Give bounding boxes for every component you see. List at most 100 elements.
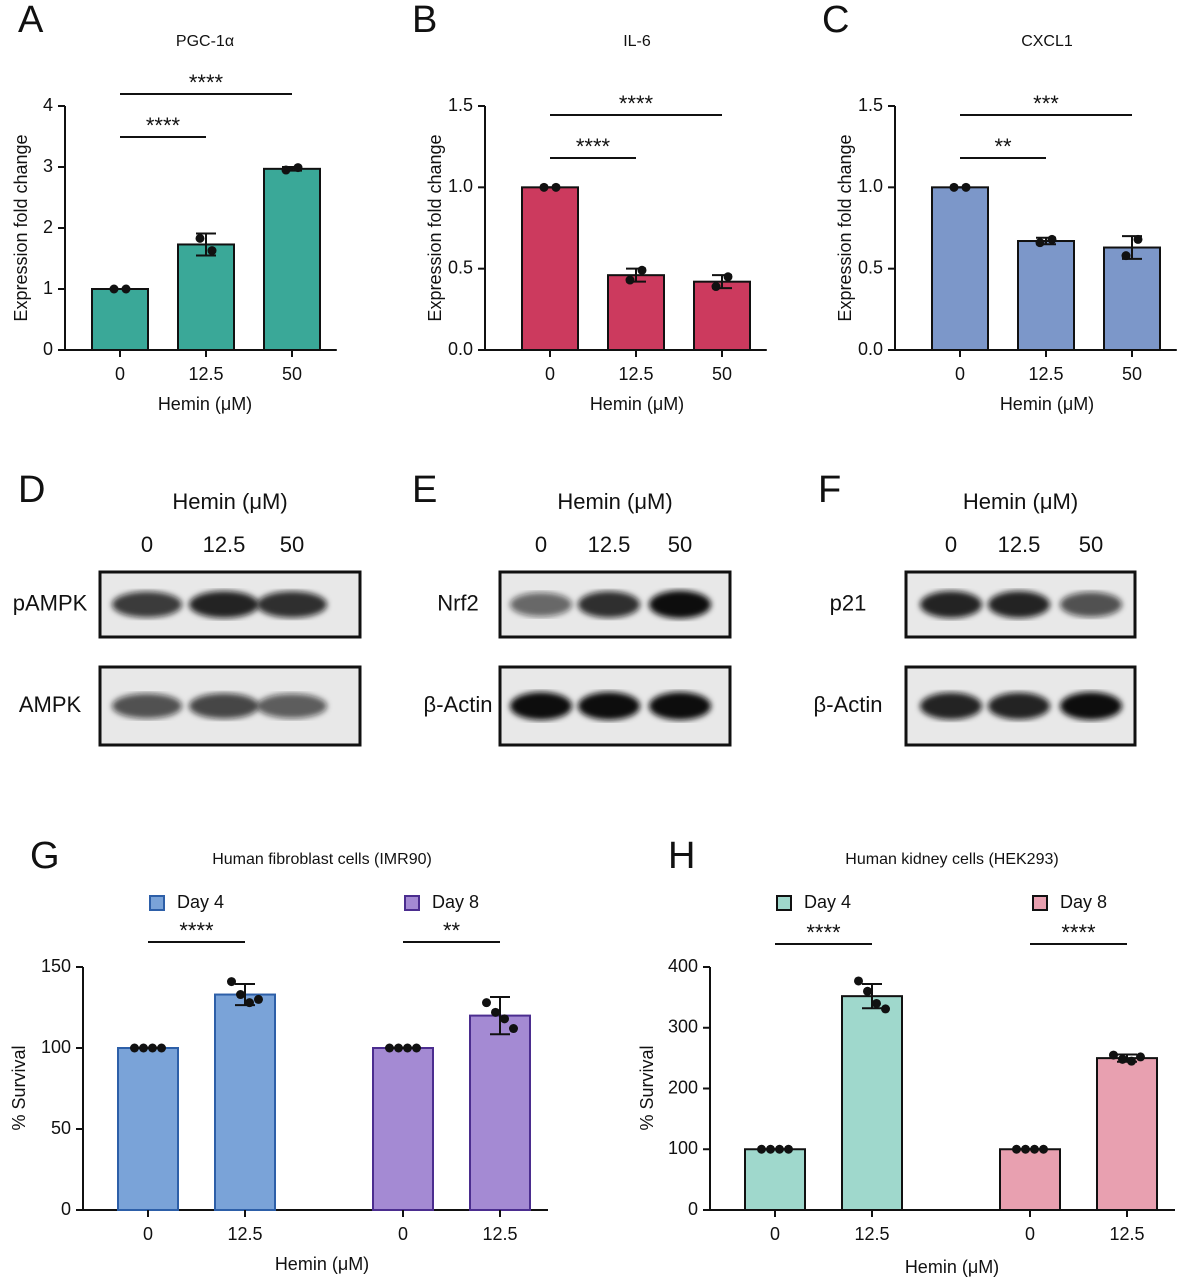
x-axis-label: Hemin (μM) [590, 394, 684, 414]
x-tick-label: 50 [712, 364, 732, 384]
chart-title: PGC-1α [176, 33, 234, 50]
data-point [1030, 1144, 1039, 1154]
y-tick-label: 1.5 [858, 95, 883, 115]
y-tick-label: 200 [668, 1077, 698, 1097]
y-tick-label: 50 [51, 1118, 71, 1138]
data-point [1121, 251, 1131, 261]
data-point [1136, 1052, 1145, 1062]
x-tick-label: 12.5 [1028, 364, 1063, 384]
data-point [403, 1043, 412, 1053]
chart-title: Human kidney cells (HEK293) [845, 851, 1058, 868]
bar [607, 274, 665, 352]
lane-label: 0 [945, 532, 957, 557]
blot-band [257, 693, 327, 719]
data-point [775, 1144, 784, 1154]
error-bar [196, 232, 216, 257]
x-tick-label: 0 [115, 364, 125, 384]
significance-label: **** [576, 134, 611, 159]
data-point [412, 1043, 421, 1053]
error-bar [490, 995, 510, 1036]
y-tick-label: 150 [41, 956, 71, 976]
legend-label: Day 8 [432, 892, 479, 912]
panel-letter: G [30, 835, 60, 877]
y-tick-label: 1.0 [448, 176, 473, 196]
x-tick-label: 0 [955, 364, 965, 384]
x-tick-label: 12.5 [188, 364, 223, 384]
bar [693, 280, 751, 351]
x-tick-label: 12.5 [482, 1224, 517, 1244]
error-bar [862, 983, 882, 1010]
data-point [539, 182, 549, 192]
blot-band [578, 692, 640, 720]
legend-swatch [1032, 895, 1048, 911]
x-tick-label: 12.5 [854, 1224, 889, 1244]
significance-label: **** [189, 70, 224, 95]
legend-label: Day 4 [804, 892, 851, 912]
data-point [509, 1024, 518, 1034]
data-point [711, 282, 721, 292]
bar [744, 1148, 806, 1211]
legend-swatch [149, 895, 165, 911]
bar [469, 1014, 531, 1211]
significance-label: ** [443, 918, 461, 943]
data-point [109, 284, 119, 294]
bar [91, 288, 149, 351]
x-tick-label: 12.5 [618, 364, 653, 384]
bar [214, 993, 276, 1211]
x-axis-label: Hemin (μM) [275, 1254, 369, 1274]
blot-band [649, 590, 711, 619]
blot-band [1060, 592, 1122, 617]
blot-band [257, 591, 327, 618]
significance-label: **** [179, 918, 214, 943]
x-tick-label: 50 [282, 364, 302, 384]
lane-label: 50 [1079, 532, 1103, 557]
x-tick-label: 12.5 [227, 1224, 262, 1244]
blot-band [988, 692, 1050, 720]
data-point [236, 990, 245, 1000]
significance-label: **** [1061, 920, 1096, 945]
bar [1103, 246, 1161, 352]
blot-band [988, 591, 1050, 618]
data-point [1118, 1054, 1127, 1064]
legend-label: Day 4 [177, 892, 224, 912]
data-point [281, 165, 291, 175]
significance-label: **** [806, 920, 841, 945]
y-tick-label: 2 [43, 217, 53, 237]
y-tick-label: 0.0 [858, 339, 883, 359]
y-tick-label: 0 [688, 1199, 698, 1219]
data-point [148, 1043, 157, 1053]
y-axis-label: Expression fold change [11, 134, 31, 321]
bar [1017, 240, 1075, 351]
legend-swatch [776, 895, 792, 911]
x-axis-label: Hemin (μM) [1000, 394, 1094, 414]
bar [177, 243, 235, 351]
blot-band [1060, 692, 1122, 720]
data-point [157, 1043, 166, 1053]
data-point [854, 976, 863, 986]
data-point [625, 275, 635, 285]
y-tick-label: 300 [668, 1017, 698, 1037]
data-point [723, 272, 733, 282]
blot-band [189, 591, 259, 618]
chart-title: Human fibroblast cells (IMR90) [212, 851, 432, 868]
blot-band [510, 692, 572, 720]
row-label: AMPK [19, 692, 82, 717]
blot-band [920, 692, 982, 720]
bar [521, 186, 579, 351]
y-tick-label: 0 [61, 1199, 71, 1219]
y-axis-label: % Survival [637, 1045, 657, 1130]
lane-label: 12.5 [588, 532, 631, 557]
row-label: β-Actin [814, 692, 883, 717]
chart-title: CXCL1 [1021, 33, 1073, 50]
panel-letter: E [412, 469, 437, 511]
bar [372, 1047, 434, 1211]
panel-letter: F [818, 469, 841, 511]
data-point [130, 1043, 139, 1053]
data-point [482, 998, 491, 1008]
data-point [293, 163, 303, 173]
data-point [863, 986, 872, 996]
blot-band [189, 693, 259, 719]
data-point [385, 1043, 394, 1053]
data-point [1039, 1144, 1048, 1154]
data-point [491, 1007, 500, 1017]
